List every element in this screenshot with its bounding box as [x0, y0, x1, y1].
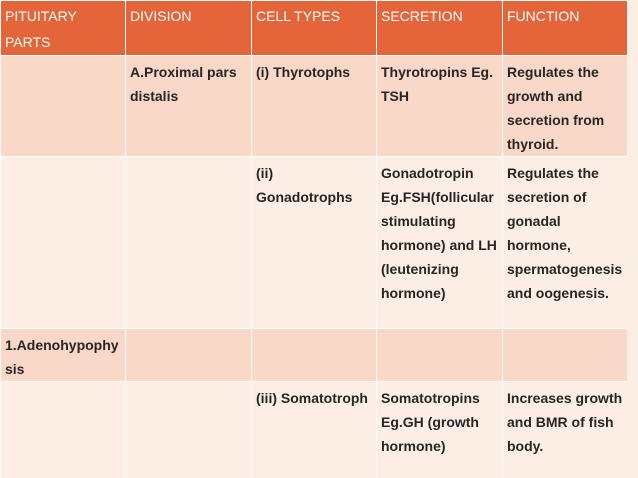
table-row: (ii) Gonadotrophs Gonadotropin Eg.FSH(fo…	[0, 156, 628, 329]
table-cell: Thyrotropins Eg. TSH	[376, 55, 503, 157]
table-cell: Somatotropins Eg.GH (growth hormone)	[376, 381, 503, 478]
table-cell	[125, 328, 252, 382]
table-cell: 1.Adenohypophysis	[0, 328, 126, 382]
table-cell: (iii) Somatotroph	[251, 381, 377, 478]
table-cell: (i) Thyrotophs	[251, 55, 377, 157]
header-function: FUNCTION	[502, 0, 628, 56]
table-cell	[125, 381, 252, 478]
table-cell: Regulates the secretion of gonadal hormo…	[502, 156, 628, 329]
table-row: (iii) Somatotroph Somatotropins Eg.GH (g…	[0, 381, 628, 478]
table-cell	[0, 55, 126, 157]
header-division: DIVISION	[125, 0, 252, 56]
table-cell	[502, 328, 628, 382]
header-row: PITUITARY PARTS DIVISION CELL TYPES SECR…	[0, 0, 628, 56]
table-row: A.Proximal pars distalis (i) Thyrotophs …	[0, 55, 628, 157]
table-cell: Gonadotropin Eg.FSH(follicular stimulati…	[376, 156, 503, 329]
header-secretion: SECRETION	[376, 0, 503, 56]
table-cell: Increases growth and BMR of fish body.	[502, 381, 628, 478]
table-cell	[0, 381, 126, 478]
table-cell: A.Proximal pars distalis	[125, 55, 252, 157]
table-cell	[251, 328, 377, 382]
table-cell: (ii) Gonadotrophs	[251, 156, 377, 329]
right-margin	[627, 0, 638, 478]
header-pituitary-parts: PITUITARY PARTS	[0, 0, 126, 56]
table-cell	[376, 328, 503, 382]
table-cell: Regulates the growth and secretion from …	[502, 55, 628, 157]
table-cell	[125, 156, 252, 329]
table-cell	[0, 156, 126, 329]
table-row: 1.Adenohypophysis	[0, 328, 628, 382]
header-cell-types: CELL TYPES	[251, 0, 377, 56]
